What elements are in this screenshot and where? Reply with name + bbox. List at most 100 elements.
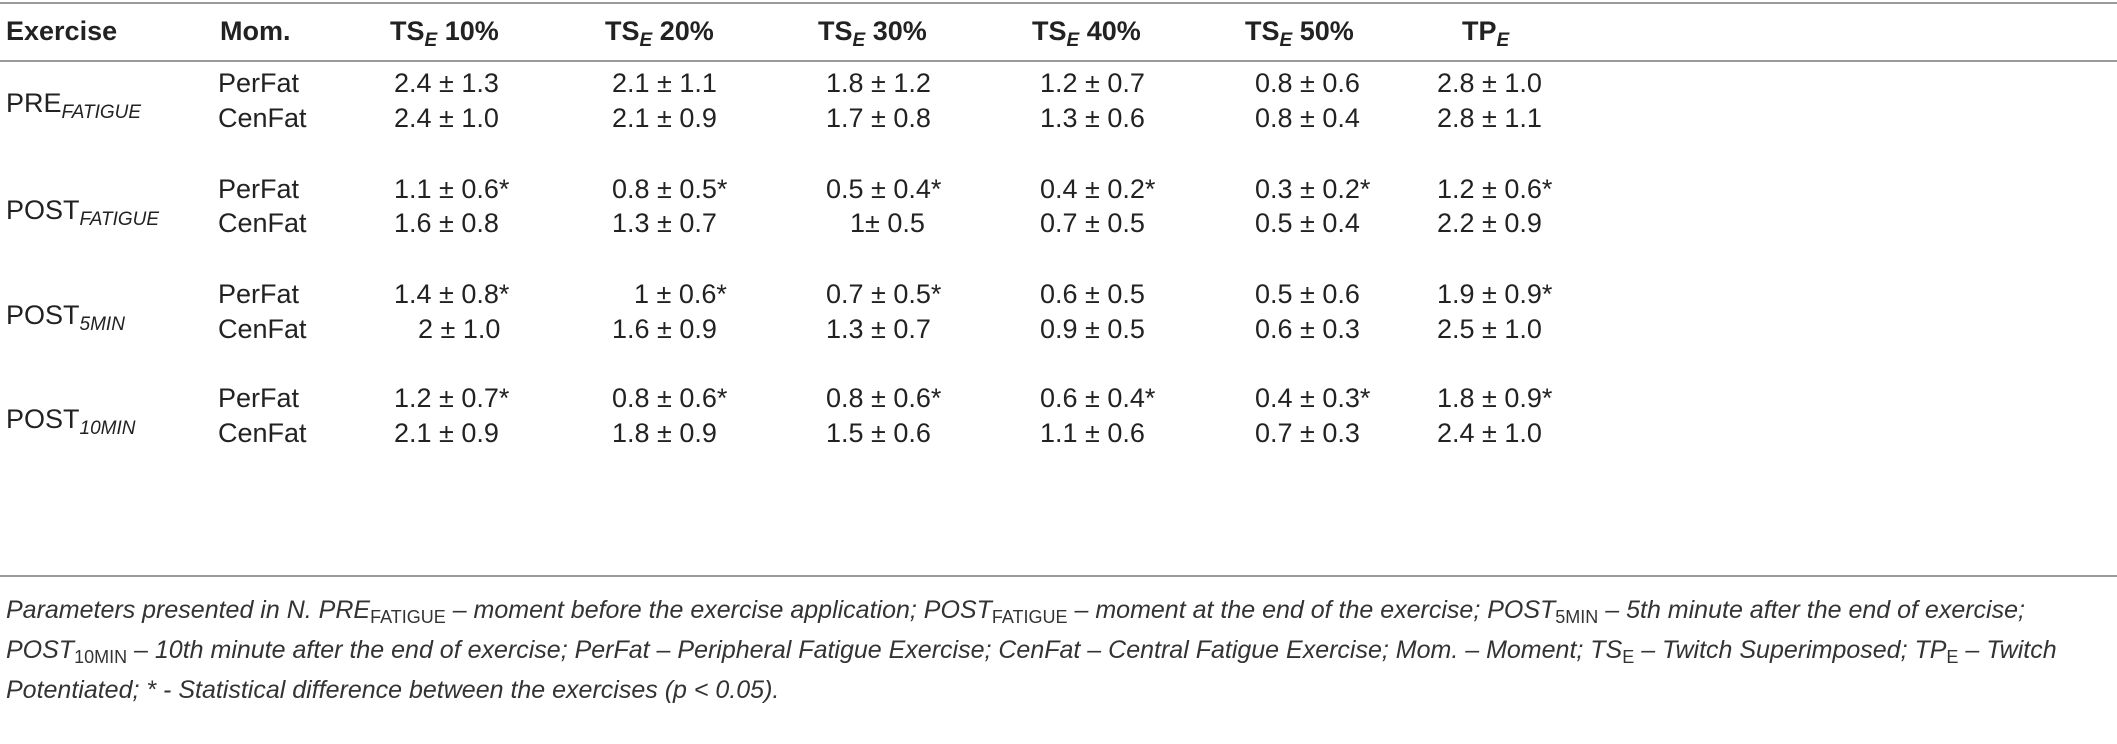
value-cell: 0.5 ± 0.4 <box>1255 208 1360 238</box>
value-cell: 0.6 ± 0.5 <box>1040 279 1145 309</box>
footnote-sub: E <box>1946 647 1959 667</box>
value-cell: 1.3 ± 0.7 <box>612 208 717 238</box>
value-cell: 1.1 ± 0.6 <box>1040 418 1145 448</box>
value-cell: 1± 0.5 <box>850 208 925 238</box>
footnote-sub: 5MIN <box>1555 607 1599 627</box>
value-cell: 2.2 ± 0.9 <box>1437 208 1542 238</box>
table-bottom-rule <box>0 575 2117 577</box>
header-ts50-prefix: TS <box>1245 16 1280 46</box>
value-cell: 0.6 ± 0.4* <box>1040 383 1156 413</box>
footnote-sub: 10MIN <box>74 647 128 667</box>
value-cell: 0.3 ± 0.2* <box>1255 174 1371 204</box>
value-cell: 1.7 ± 0.8 <box>826 103 931 133</box>
value-cell: 1 ± 0.6* <box>634 279 727 309</box>
table-footnote: Parameters presented in N. PRE FATIGUE – … <box>6 590 2112 710</box>
footnote-sub: E <box>1622 647 1635 667</box>
value-cell: 2.8 ± 1.1 <box>1437 103 1542 133</box>
header-tp-prefix: TP <box>1462 16 1497 46</box>
header-ts50-pct: 50% <box>1299 16 1354 46</box>
value-cell: 1.2 ± 0.7 <box>1040 68 1145 98</box>
header-ts40-pct: 40% <box>1086 16 1141 46</box>
value-cell: 1.5 ± 0.6 <box>826 418 931 448</box>
value-cell: 1.8 ± 1.2 <box>826 68 931 98</box>
value-cell: 0.5 ± 0.4* <box>826 174 942 204</box>
value-cell: 0.8 ± 0.5* <box>612 174 728 204</box>
header-ts30-pct: 30% <box>872 16 927 46</box>
header-ts20-prefix: TS <box>605 16 640 46</box>
value-cell: 0.7 ± 0.5* <box>826 279 942 309</box>
value-cell: 1.4 ± 0.8* <box>394 279 510 309</box>
value-cell: 1.8 ± 0.9* <box>1437 383 1553 413</box>
header-ts10: TSE 10% <box>390 14 499 51</box>
value-cell: 0.4 ± 0.2* <box>1040 174 1156 204</box>
header-moment: Mom. <box>220 16 291 46</box>
group-name: POST <box>6 195 80 225</box>
header-ts10-sub: E <box>424 30 438 51</box>
moment-cell: CenFat <box>218 103 307 133</box>
header-ts40-sub: E <box>1066 30 1080 51</box>
value-cell: 1.3 ± 0.6 <box>1040 103 1145 133</box>
value-cell: 2.1 ± 0.9 <box>612 103 717 133</box>
value-cell: 0.5 ± 0.6 <box>1255 279 1360 309</box>
footnote-part: – moment at the end of the exercise; POS… <box>1067 596 1556 624</box>
group-sub: FATIGUE <box>79 209 160 230</box>
header-ts50: TSE 50% <box>1245 14 1354 51</box>
moment-cell: PerFat <box>218 383 300 413</box>
group-name: POST <box>6 404 80 434</box>
footnote-part: Parameters presented in N. PRE <box>6 596 371 624</box>
value-cell: 2.4 ± 1.3 <box>394 68 499 98</box>
value-cell: 0.8 ± 0.6* <box>612 383 728 413</box>
value-cell: 0.7 ± 0.3 <box>1255 418 1360 448</box>
value-cell: 2.4 ± 1.0 <box>394 103 499 133</box>
moment-cell: PerFat <box>218 174 300 204</box>
moment-cell: PerFat <box>218 68 300 98</box>
value-cell: 1.2 ± 0.6* <box>1437 174 1553 204</box>
value-cell: 2.8 ± 1.0 <box>1437 68 1542 98</box>
header-ts20: TSE 20% <box>605 14 714 51</box>
header-ts30-prefix: TS <box>818 16 853 46</box>
value-cell: 2.1 ± 1.1 <box>612 68 717 98</box>
value-cell: 0.9 ± 0.5 <box>1040 314 1145 344</box>
value-cell: 0.8 ± 0.6* <box>826 383 942 413</box>
value-cell: 1.1 ± 0.6* <box>394 174 510 204</box>
header-ts20-pct: 20% <box>659 16 714 46</box>
moment-cell: CenFat <box>218 314 307 344</box>
footnote-part: – 10th minute after the end of exercise;… <box>127 636 1623 664</box>
value-cell: 1.6 ± 0.9 <box>612 314 717 344</box>
moment-cell: CenFat <box>218 418 307 448</box>
group-label: POSTFATIGUE <box>6 193 160 230</box>
header-ts20-sub: E <box>639 30 653 51</box>
header-ts50-sub: E <box>1279 30 1293 51</box>
group-sub: FATIGUE <box>61 102 142 123</box>
moment-cell: CenFat <box>218 208 307 238</box>
group-name: PRE <box>6 88 62 118</box>
footnote-part: – moment before the exercise application… <box>445 596 992 624</box>
group-sub: 10MIN <box>79 418 136 439</box>
header-ts10-prefix: TS <box>390 16 425 46</box>
group-label: PREFATIGUE <box>6 86 142 123</box>
value-cell: 2.5 ± 1.0 <box>1437 314 1542 344</box>
value-cell: 1.9 ± 0.9* <box>1437 279 1553 309</box>
value-cell: 1.3 ± 0.7 <box>826 314 931 344</box>
value-cell: 0.8 ± 0.6 <box>1255 68 1360 98</box>
group-name: POST <box>6 300 80 330</box>
header-tp-sub: E <box>1496 30 1510 51</box>
value-cell: 0.8 ± 0.4 <box>1255 103 1360 133</box>
header-ts40-prefix: TS <box>1032 16 1067 46</box>
value-cell: 0.4 ± 0.3* <box>1255 383 1371 413</box>
footnote-part: – Twitch Superimposed; TP <box>1634 636 1947 664</box>
value-cell: 2.1 ± 0.9 <box>394 418 499 448</box>
value-cell: 1.2 ± 0.7* <box>394 383 510 413</box>
group-label: POST10MIN <box>6 402 136 439</box>
footnote-sub: FATIGUE <box>991 607 1068 627</box>
header-ts30: TSE 30% <box>818 14 927 51</box>
value-cell: 0.6 ± 0.3 <box>1255 314 1360 344</box>
value-cell: 1.8 ± 0.9 <box>612 418 717 448</box>
header-ts30-sub: E <box>852 30 866 51</box>
value-cell: 0.7 ± 0.5 <box>1040 208 1145 238</box>
footnote-part: – Twitch Potentiated; * - Statistical di… <box>6 636 2057 704</box>
moment-cell: PerFat <box>218 279 300 309</box>
table-top-rule <box>0 2 2117 4</box>
value-cell: 1.6 ± 0.8 <box>394 208 499 238</box>
header-tp: TPE <box>1462 14 1510 51</box>
